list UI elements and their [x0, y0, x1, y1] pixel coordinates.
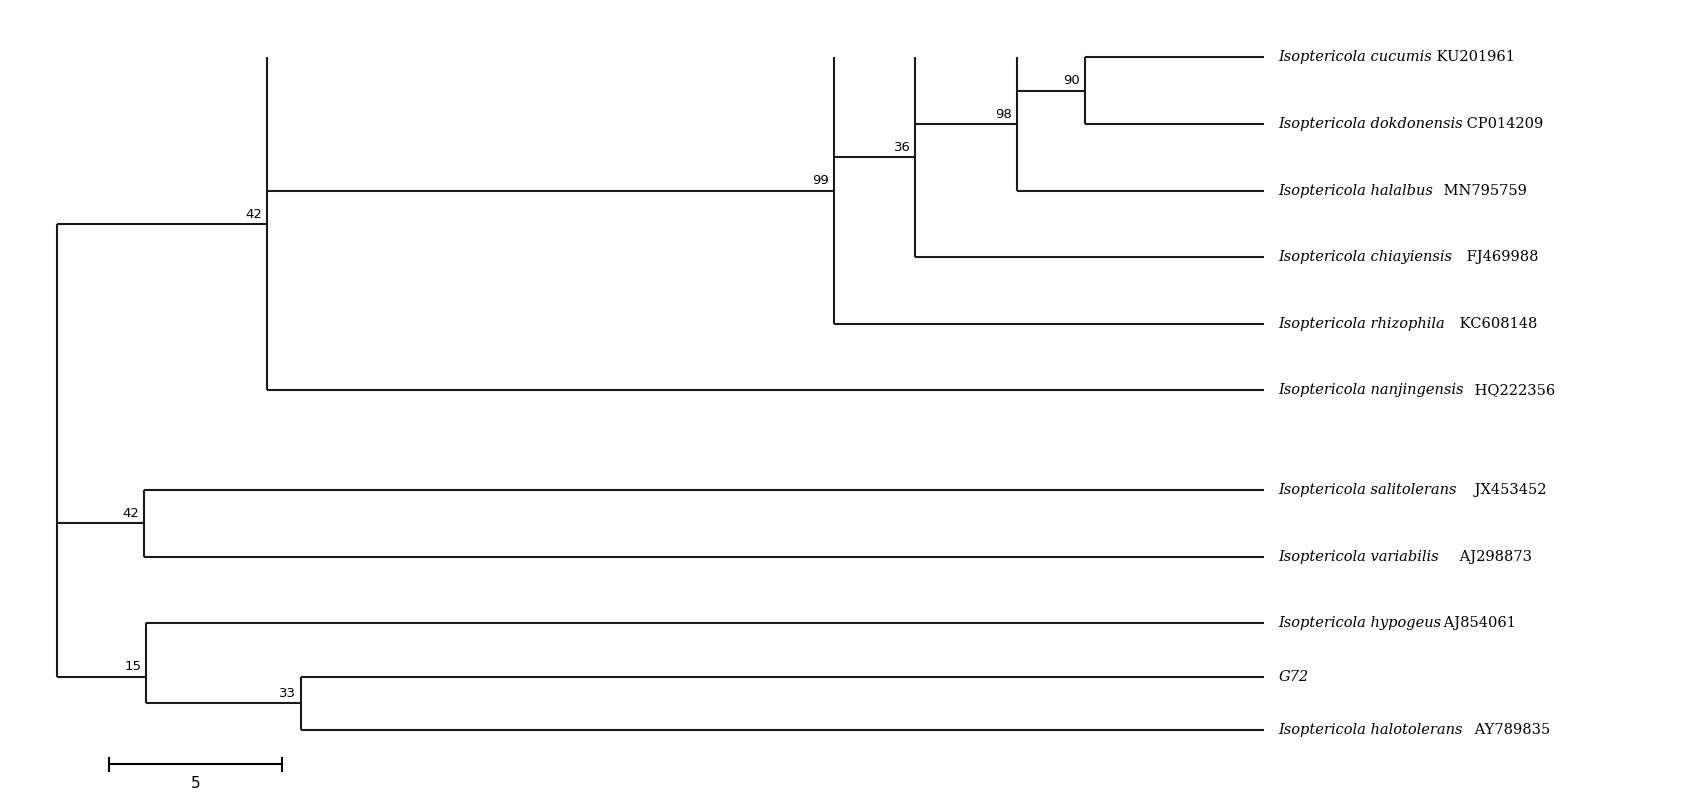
Text: Isoptericola cucumis: Isoptericola cucumis [1278, 50, 1431, 65]
Text: Isoptericola halotolerans: Isoptericola halotolerans [1278, 723, 1464, 736]
Text: Isoptericola variabilis: Isoptericola variabilis [1278, 550, 1440, 563]
Text: 42: 42 [245, 207, 262, 221]
Text: Isoptericola halalbus: Isoptericola halalbus [1278, 183, 1433, 198]
Text: Isoptericola rhizophila: Isoptericola rhizophila [1278, 316, 1445, 331]
Text: Isoptericola chiayiensis: Isoptericola chiayiensis [1278, 250, 1452, 264]
Text: 33: 33 [279, 687, 296, 700]
Text: Isoptericola nanjingensis: Isoptericola nanjingensis [1278, 383, 1464, 397]
Text: MN795759: MN795759 [1440, 183, 1527, 198]
Text: KC608148: KC608148 [1455, 316, 1537, 331]
Text: AY789835: AY789835 [1470, 723, 1550, 736]
Text: KU201961: KU201961 [1431, 50, 1515, 65]
Text: Isoptericola salitolerans: Isoptericola salitolerans [1278, 483, 1457, 497]
Text: AJ298873: AJ298873 [1455, 550, 1532, 563]
Text: 98: 98 [994, 108, 1011, 120]
Text: 90: 90 [1062, 74, 1080, 88]
Text: 5: 5 [190, 776, 201, 791]
Text: 15: 15 [124, 660, 141, 673]
Text: JX453452: JX453452 [1470, 483, 1547, 497]
Text: 42: 42 [122, 507, 139, 520]
Text: 36: 36 [894, 141, 911, 154]
Text: CP014209: CP014209 [1462, 117, 1544, 131]
Text: HQ222356: HQ222356 [1470, 383, 1556, 397]
Text: Isoptericola hypogeus: Isoptericola hypogeus [1278, 616, 1442, 630]
Text: FJ469988: FJ469988 [1462, 250, 1538, 264]
Text: Isoptericola dokdonensis: Isoptericola dokdonensis [1278, 117, 1464, 131]
Text: G72: G72 [1278, 669, 1309, 684]
Text: 99: 99 [813, 175, 830, 187]
Text: AJ854061: AJ854061 [1440, 616, 1516, 630]
